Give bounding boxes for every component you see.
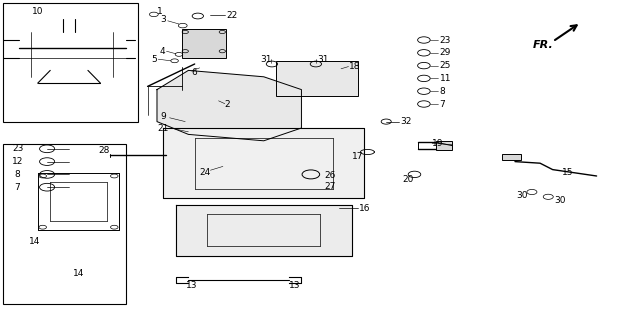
Text: 25: 25 xyxy=(440,61,451,70)
Bar xyxy=(182,29,226,58)
Text: 8: 8 xyxy=(14,170,21,179)
Text: 28: 28 xyxy=(98,146,109,155)
Text: 1: 1 xyxy=(157,7,163,16)
Text: 14: 14 xyxy=(73,269,84,278)
Bar xyxy=(276,61,358,96)
Text: 22: 22 xyxy=(226,11,237,20)
Text: 31: 31 xyxy=(260,55,271,64)
Text: 27: 27 xyxy=(324,182,335,191)
Text: 7: 7 xyxy=(440,100,445,108)
Text: 23: 23 xyxy=(440,36,451,44)
Text: 13: 13 xyxy=(186,281,197,290)
Text: 26: 26 xyxy=(324,171,335,180)
Bar xyxy=(502,154,521,160)
Text: 31: 31 xyxy=(317,55,328,64)
Text: 32: 32 xyxy=(401,117,412,126)
Text: 3: 3 xyxy=(161,15,166,24)
Text: 29: 29 xyxy=(440,48,451,57)
Text: 12: 12 xyxy=(12,157,23,166)
Text: 5: 5 xyxy=(151,55,157,64)
Text: 2: 2 xyxy=(225,100,230,109)
Text: 21: 21 xyxy=(158,124,169,132)
Text: 4: 4 xyxy=(160,47,165,56)
Text: 10: 10 xyxy=(32,7,43,16)
Text: 13: 13 xyxy=(290,281,301,290)
Text: 7: 7 xyxy=(14,183,21,192)
Bar xyxy=(3,144,126,304)
Text: 16: 16 xyxy=(359,204,371,212)
Text: 15: 15 xyxy=(562,168,573,177)
Text: 9: 9 xyxy=(160,112,166,121)
Polygon shape xyxy=(157,70,301,141)
Text: 6: 6 xyxy=(192,68,197,77)
Polygon shape xyxy=(176,205,352,256)
Text: 18: 18 xyxy=(349,62,360,71)
Bar xyxy=(3,3,138,122)
Bar xyxy=(436,141,452,150)
Text: 30: 30 xyxy=(555,196,566,204)
Text: FR.: FR. xyxy=(533,40,554,50)
Text: 11: 11 xyxy=(440,74,451,83)
Text: 24: 24 xyxy=(200,168,211,177)
Polygon shape xyxy=(163,128,364,198)
Text: 19: 19 xyxy=(432,139,443,148)
Text: 17: 17 xyxy=(352,152,364,161)
Text: 30: 30 xyxy=(516,191,528,200)
Text: 8: 8 xyxy=(440,87,445,96)
Text: 20: 20 xyxy=(403,175,414,184)
Text: 23: 23 xyxy=(12,144,23,153)
Text: 14: 14 xyxy=(29,237,40,246)
